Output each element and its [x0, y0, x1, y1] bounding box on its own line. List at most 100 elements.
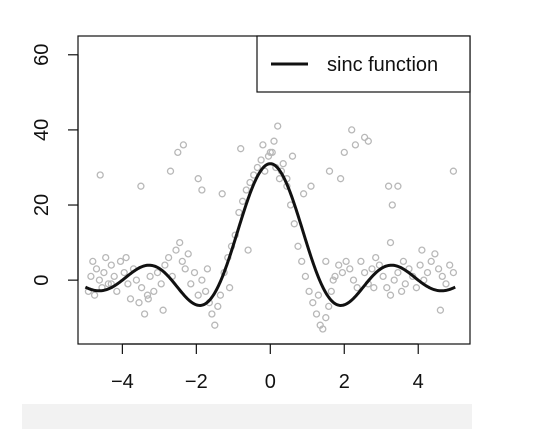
- scatter-point: [184, 250, 192, 258]
- scatter-point: [102, 253, 110, 262]
- scatter-points: [84, 84, 458, 333]
- scatter-point: [259, 141, 267, 149]
- scatter-point: [237, 145, 245, 153]
- scatter-point: [150, 287, 158, 296]
- scatter-point: [360, 268, 369, 277]
- scatter-point: [307, 182, 315, 190]
- scatter-point: [235, 208, 243, 217]
- scatter-point: [190, 268, 199, 277]
- scatter-point: [348, 126, 356, 134]
- scatter-point: [436, 306, 445, 314]
- scatter-point: [244, 246, 252, 254]
- scatter-point: [157, 280, 165, 288]
- scatter-point: [314, 291, 323, 299]
- scatter-point: [370, 284, 378, 292]
- scatter-point: [146, 272, 154, 281]
- sinc-curve-layer: [84, 162, 456, 307]
- scatter-point: [87, 272, 95, 281]
- scatter-point: [124, 280, 132, 288]
- scatter-point: [351, 141, 360, 149]
- scatter-point: [96, 171, 104, 179]
- scatter-point: [360, 133, 369, 142]
- scatter-point: [159, 306, 167, 314]
- scatter-point: [383, 284, 391, 292]
- scatter-point: [216, 291, 225, 299]
- scatter-point: [153, 268, 162, 277]
- scatter-point: [126, 295, 135, 303]
- bottom-band: [22, 404, 472, 429]
- scatter-point: [290, 220, 298, 228]
- scatter-point: [401, 280, 409, 288]
- scatter-point: [449, 167, 458, 175]
- scatter-point: [176, 238, 184, 247]
- scatter-point: [172, 246, 180, 254]
- scatter-point: [214, 302, 222, 311]
- scatter-point: [325, 302, 333, 311]
- y-tick-label: 40: [31, 119, 53, 141]
- scatter-point: [446, 261, 454, 269]
- scatter-point: [257, 156, 265, 164]
- scatter-point: [194, 175, 202, 183]
- scatter-point: [137, 284, 146, 292]
- scatter-point: [187, 280, 195, 288]
- scatter-point: [107, 261, 115, 269]
- scatter-point: [242, 186, 250, 194]
- scatter-point: [100, 268, 108, 277]
- scatter-point: [364, 137, 372, 145]
- scatter-point: [166, 167, 175, 175]
- scatter-point: [322, 314, 330, 322]
- scatter-point: [92, 265, 101, 273]
- scatter-point: [198, 276, 206, 284]
- scatter-point: [104, 280, 112, 288]
- scatter-point: [203, 265, 212, 273]
- scatter-point: [342, 257, 350, 266]
- scatter-point: [264, 152, 273, 160]
- legend: sinc function: [256, 35, 471, 93]
- scatter-point: [327, 287, 335, 296]
- x-tick-label: 4: [413, 371, 424, 393]
- scatter-point: [335, 261, 343, 269]
- scatter-point: [120, 268, 128, 277]
- scatter-point: [427, 257, 435, 266]
- scatter-point: [140, 310, 149, 318]
- scatter-point: [388, 201, 396, 209]
- scatter-point: [431, 250, 439, 258]
- scatter-point: [357, 257, 365, 266]
- scatter-point: [90, 291, 99, 299]
- scatter-point: [113, 287, 121, 296]
- x-axis: −4 −2 0 2 4: [111, 343, 424, 393]
- scatter-point: [418, 246, 426, 254]
- scatter-point: [89, 257, 97, 266]
- scatter-point: [178, 257, 186, 266]
- scatter-point: [368, 265, 376, 273]
- scatter-point: [442, 280, 450, 288]
- scatter-point: [399, 257, 408, 266]
- y-tick-label: 0: [31, 275, 53, 286]
- scatter-point: [329, 276, 337, 284]
- scatter-point: [279, 160, 287, 168]
- scatter-point: [319, 325, 327, 333]
- scatter-point: [394, 268, 402, 277]
- scatter-point: [161, 261, 169, 269]
- scatter-point: [110, 272, 118, 281]
- scatter-point: [301, 272, 310, 281]
- scatter-point: [135, 299, 143, 307]
- scatter-point: [174, 148, 182, 157]
- scatter-point: [288, 152, 297, 160]
- scatter-point: [266, 148, 274, 157]
- legend-label: sinc function: [327, 54, 438, 76]
- scatter-point: [294, 242, 302, 250]
- scatter-point: [144, 295, 152, 303]
- scatter-point: [179, 141, 188, 149]
- x-tick-label: 2: [339, 371, 350, 393]
- scatter-point: [325, 167, 334, 175]
- scatter-point: [394, 182, 402, 190]
- scatter-point: [416, 261, 424, 269]
- scatter-point: [423, 268, 432, 277]
- scatter-point: [275, 175, 284, 183]
- scatter-point: [340, 148, 348, 157]
- scatter-point: [270, 137, 278, 145]
- x-tick-label: −2: [185, 371, 208, 393]
